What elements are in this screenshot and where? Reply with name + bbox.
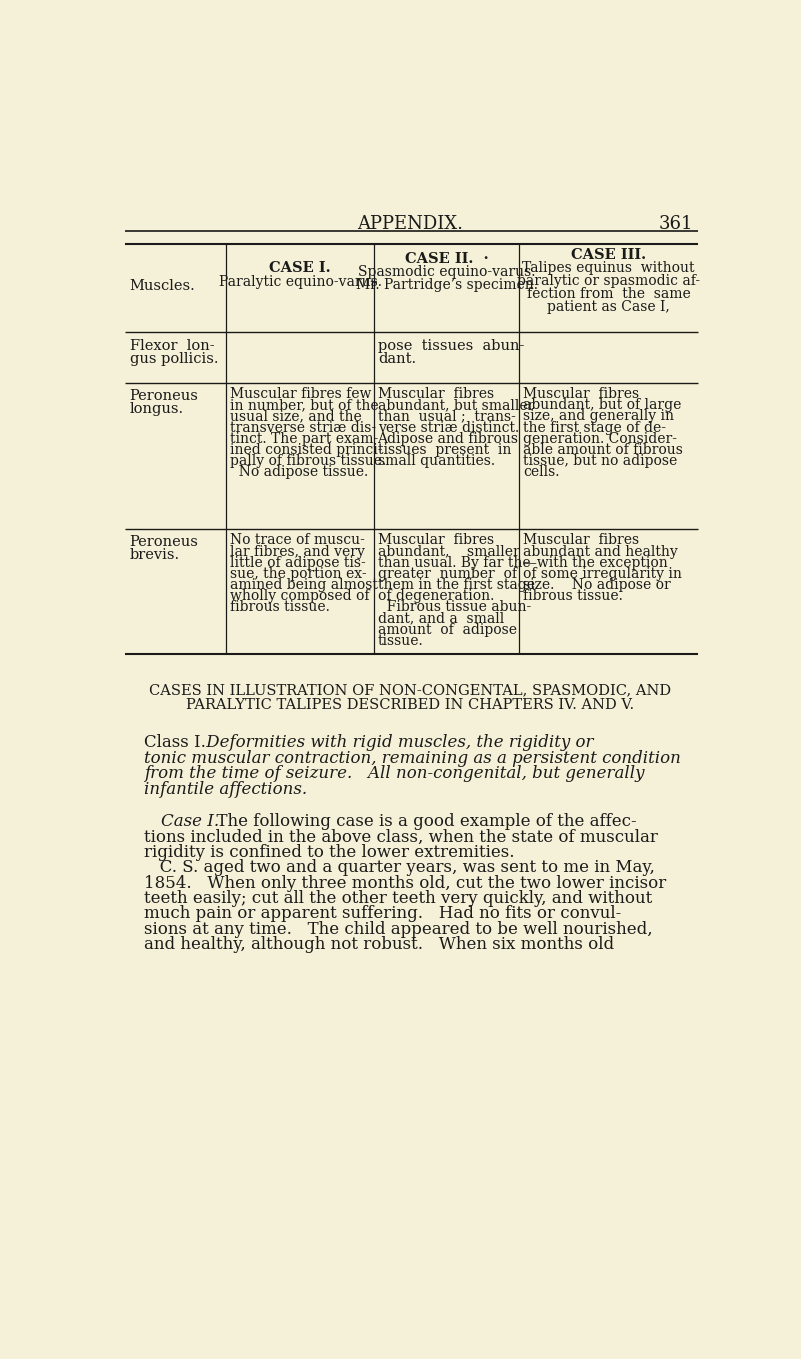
Text: usual size, and the: usual size, and the xyxy=(231,409,362,424)
Text: of degeneration.: of degeneration. xyxy=(377,590,494,603)
Text: generation. Consider-: generation. Consider- xyxy=(523,432,678,446)
Text: tinct. The part exam-: tinct. The part exam- xyxy=(231,432,379,446)
Text: Peroneus: Peroneus xyxy=(130,389,199,402)
Text: Talipes equinus  without: Talipes equinus without xyxy=(522,261,694,275)
Text: tonic muscular contraction, remaining as a persistent condition: tonic muscular contraction, remaining as… xyxy=(144,750,681,766)
Text: Muscular  fibres: Muscular fibres xyxy=(523,387,639,401)
Text: sions at any time.   The child appeared to be well nourished,: sions at any time. The child appeared to… xyxy=(144,921,653,938)
Text: Fibrous tissue abun-: Fibrous tissue abun- xyxy=(377,601,531,614)
Text: paralytic or spasmodic af-: paralytic or spasmodic af- xyxy=(517,275,700,288)
Text: greater  number  of: greater number of xyxy=(377,567,517,580)
Text: size.    No adipose or: size. No adipose or xyxy=(523,578,671,593)
Text: patient as Case I,: patient as Case I, xyxy=(547,300,670,314)
Text: No trace of muscu-: No trace of muscu- xyxy=(231,534,365,548)
Text: small quantities.: small quantities. xyxy=(377,454,495,467)
Text: tissue, but no adipose: tissue, but no adipose xyxy=(523,454,678,467)
Text: CASE II.  ·: CASE II. · xyxy=(405,251,489,265)
Text: tissues  present  in: tissues present in xyxy=(377,443,511,457)
Text: longus.: longus. xyxy=(130,402,183,416)
Text: Adipose and fibrous: Adipose and fibrous xyxy=(377,432,518,446)
Text: much pain or apparent suffering.   Had no fits or convul-: much pain or apparent suffering. Had no … xyxy=(144,905,622,923)
Text: tions included in the above class, when the state of muscular: tions included in the above class, when … xyxy=(144,829,658,845)
Text: size, and generally in: size, and generally in xyxy=(523,409,674,424)
Text: verse striæ distinct.: verse striæ distinct. xyxy=(377,421,519,435)
Text: APPENDIX.: APPENDIX. xyxy=(357,216,463,234)
Text: gus pollicis.: gus pollicis. xyxy=(130,352,218,366)
Text: transverse striæ dis-: transverse striæ dis- xyxy=(231,421,376,435)
Text: brevis.: brevis. xyxy=(130,548,179,563)
Text: wholly composed of: wholly composed of xyxy=(231,590,370,603)
Text: Flexor  lon-: Flexor lon- xyxy=(130,338,214,352)
Text: 1854.   When only three months old, cut the two lower incisor: 1854. When only three months old, cut th… xyxy=(144,875,666,892)
Text: CASE III.: CASE III. xyxy=(571,247,646,262)
Text: Muscular  fibres: Muscular fibres xyxy=(377,534,493,548)
Text: from the time of seizure.   All non-congenital, but generally: from the time of seizure. All non-congen… xyxy=(144,765,645,783)
Text: lar fibres, and very: lar fibres, and very xyxy=(231,545,365,559)
Text: CASE I.: CASE I. xyxy=(269,261,331,275)
Text: fibrous tissue.: fibrous tissue. xyxy=(231,601,330,614)
Text: Muscular fibres few: Muscular fibres few xyxy=(231,387,372,401)
Text: Paralytic equino-varus.: Paralytic equino-varus. xyxy=(219,275,381,288)
Text: Muscles.: Muscles. xyxy=(130,279,195,292)
Text: amined being almost: amined being almost xyxy=(231,578,378,593)
Text: than usual. By far the: than usual. By far the xyxy=(377,556,530,569)
Text: Deformities with rigid muscles, the rigidity or: Deformities with rigid muscles, the rigi… xyxy=(201,734,594,752)
Text: 361: 361 xyxy=(658,216,693,234)
Text: sue, the portion ex-: sue, the portion ex- xyxy=(231,567,367,580)
Text: Muscular  fibres: Muscular fibres xyxy=(377,387,493,401)
Text: Spasmodic equino-varus.: Spasmodic equino-varus. xyxy=(358,265,535,279)
Text: The following case is a good example of the affec-: The following case is a good example of … xyxy=(207,813,637,830)
Text: than  usual ;  trans-: than usual ; trans- xyxy=(377,409,516,424)
Text: Peroneus: Peroneus xyxy=(130,535,199,549)
Text: pally of fibrous tissue.: pally of fibrous tissue. xyxy=(231,454,387,467)
Text: pose  tissues  abun-: pose tissues abun- xyxy=(378,338,525,352)
Text: dant.: dant. xyxy=(378,352,417,366)
Text: —with the exception: —with the exception xyxy=(523,556,668,569)
Text: infantile affections.: infantile affections. xyxy=(144,780,308,798)
Text: dant, and a  small: dant, and a small xyxy=(377,612,504,625)
Text: ined consisted princi-: ined consisted princi- xyxy=(231,443,383,457)
Text: Case I.: Case I. xyxy=(160,813,219,830)
Text: cells.: cells. xyxy=(523,465,560,480)
Text: in number, but of the: in number, but of the xyxy=(231,398,379,412)
Text: Class I.: Class I. xyxy=(144,734,206,752)
Text: tissue.: tissue. xyxy=(377,633,423,648)
Text: abundant, but smaller: abundant, but smaller xyxy=(377,398,534,412)
Text: amount  of  adipose: amount of adipose xyxy=(377,622,517,637)
Text: CASES IN ILLUSTRATION OF NON-CONGENTAL, SPASMODIC, AND: CASES IN ILLUSTRATION OF NON-CONGENTAL, … xyxy=(149,682,671,697)
Text: abundant, but of large: abundant, but of large xyxy=(523,398,682,412)
Text: No adipose tissue.: No adipose tissue. xyxy=(231,465,368,480)
Text: little of adipose tis-: little of adipose tis- xyxy=(231,556,366,569)
Text: fection from  the  same: fection from the same xyxy=(526,287,690,302)
Text: PARALYTIC TALIPES DESCRIBED IN CHAPTERS IV. AND V.: PARALYTIC TALIPES DESCRIBED IN CHAPTERS … xyxy=(186,699,634,712)
Text: them in the first stage: them in the first stage xyxy=(377,578,534,593)
Text: able amount of fibrous: able amount of fibrous xyxy=(523,443,683,457)
Text: Muscular  fibres: Muscular fibres xyxy=(523,534,639,548)
Text: of some irregularity in: of some irregularity in xyxy=(523,567,682,580)
Text: and healthy, although not robust.   When six months old: and healthy, although not robust. When s… xyxy=(144,936,614,953)
Text: teeth easily; cut all the other teeth very quickly, and without: teeth easily; cut all the other teeth ve… xyxy=(144,890,653,906)
Text: the first stage of de-: the first stage of de- xyxy=(523,421,666,435)
Text: Mr. Partridge’s specimen.: Mr. Partridge’s specimen. xyxy=(356,277,537,292)
Text: fibrous tissue.: fibrous tissue. xyxy=(523,590,623,603)
Text: C. S. aged two and a quarter years, was sent to me in May,: C. S. aged two and a quarter years, was … xyxy=(144,859,655,877)
Text: abundant and healthy: abundant and healthy xyxy=(523,545,678,559)
Text: rigidity is confined to the lower extremities.: rigidity is confined to the lower extrem… xyxy=(144,844,515,860)
Text: abundant,    smaller: abundant, smaller xyxy=(377,545,519,559)
